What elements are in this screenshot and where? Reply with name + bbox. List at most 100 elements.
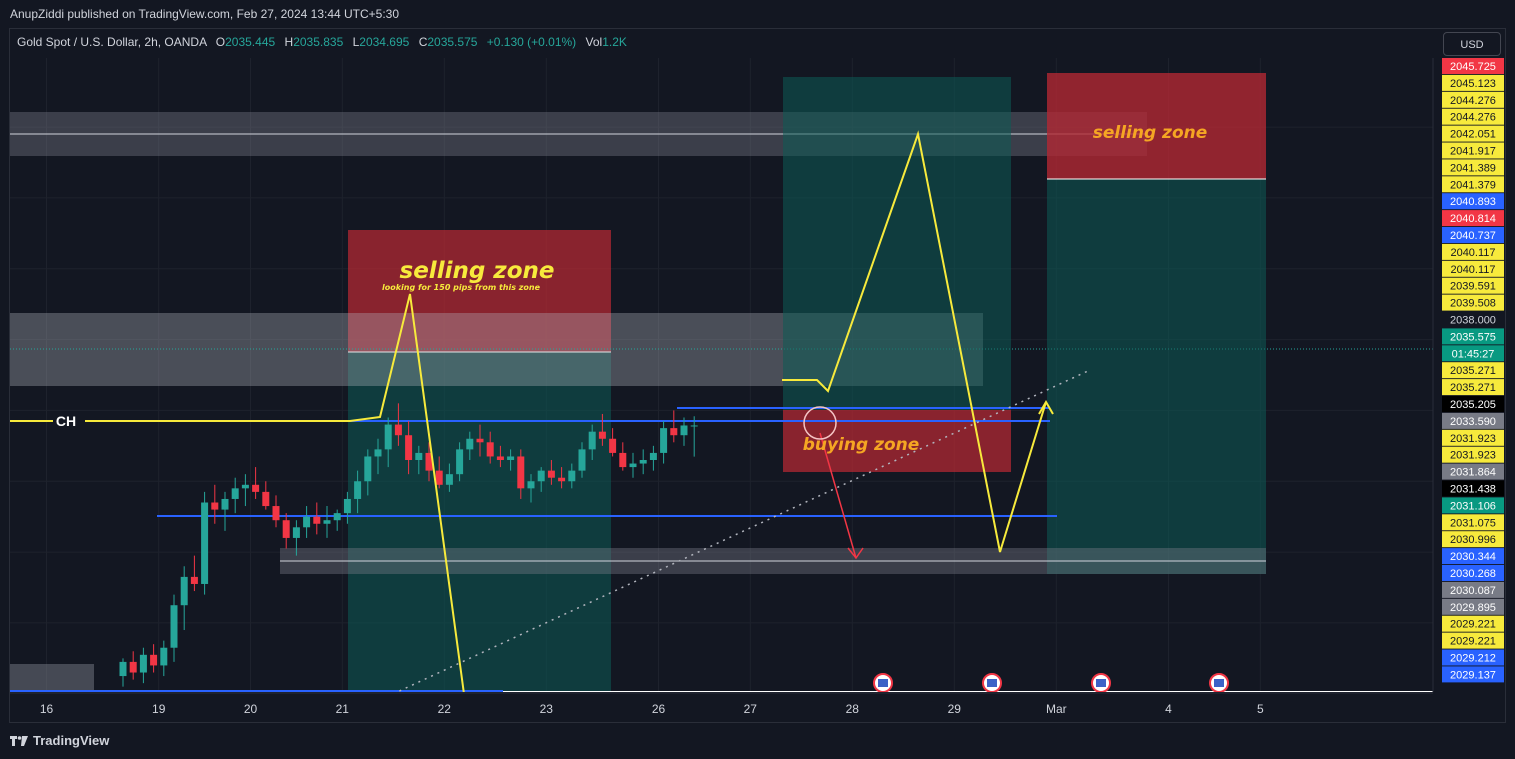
- price-label: 2031.075: [1450, 517, 1496, 529]
- price-label-bg: [1442, 260, 1504, 277]
- price-label-bg: [1442, 463, 1504, 480]
- candle-body: [466, 438, 474, 450]
- candle-body: [180, 576, 188, 606]
- published-info: AnupZiddi published on TradingView.com, …: [10, 7, 400, 21]
- price-label: 2035.271: [1450, 365, 1496, 377]
- symbol-title: Gold Spot / U.S. Dollar, 2h, OANDA: [17, 35, 207, 49]
- price-label: 2031.864: [1450, 467, 1496, 479]
- price-label: 2031.438: [1450, 484, 1496, 496]
- chart-frame: [9, 28, 1506, 723]
- price-label-bg: [1442, 615, 1504, 632]
- price-label-bg: [1442, 142, 1504, 159]
- long-position-target: [783, 77, 1011, 410]
- x-tick-label: 23: [540, 702, 554, 716]
- volume-value: 1.2K: [602, 35, 627, 49]
- selling-zone-1: [348, 230, 611, 352]
- price-label-bg: [1442, 632, 1504, 649]
- price-label: 2031.923: [1450, 450, 1496, 462]
- selling-zone-note: looking for 150 pips from this zone: [382, 283, 541, 292]
- price-label: 2038.000: [1450, 315, 1496, 327]
- price-label: 2039.508: [1450, 298, 1496, 310]
- x-tick-label: 29: [948, 702, 962, 716]
- price-label-bg: [1442, 514, 1504, 531]
- flag-stripe: [1214, 679, 1224, 687]
- candle-body: [537, 470, 545, 482]
- price-label: 2040.117: [1450, 264, 1495, 276]
- candle-body: [680, 425, 688, 436]
- currency-button[interactable]: USD: [1443, 32, 1501, 56]
- projection-path-2: [782, 130, 1047, 553]
- highlight-circle: [803, 406, 837, 440]
- candle-body: [129, 661, 137, 673]
- x-tick-label: 26: [652, 702, 666, 716]
- selling-zone-2: [1047, 73, 1266, 179]
- price-label-bg: [1442, 412, 1504, 429]
- price-label: 2041.389: [1450, 162, 1496, 174]
- price-label-bg: [1442, 108, 1504, 125]
- price-label-bg: [1442, 243, 1504, 260]
- price-label: 01:45:27: [1452, 348, 1495, 360]
- price-label-bg: [1442, 396, 1504, 412]
- candle-body: [262, 491, 270, 507]
- x-axis-bg: [10, 692, 1505, 722]
- price-label-bg: [1442, 159, 1504, 176]
- selling-zone-label-1: selling zone: [400, 258, 555, 284]
- price-chart[interactable]: selling zone looking for 150 pips from t…: [10, 58, 1505, 722]
- candle-body: [374, 449, 382, 457]
- x-tick-label: 21: [336, 702, 350, 716]
- price-label: 2045.725: [1450, 61, 1496, 73]
- candle-body: [558, 477, 566, 482]
- price-label-bg: [1442, 429, 1504, 446]
- x-tick-label: Mar: [1046, 702, 1067, 716]
- buying-zone-label: buying zone: [803, 435, 920, 455]
- price-label-bg: [1442, 598, 1504, 615]
- candle-body: [252, 484, 260, 492]
- price-label: 2029.221: [1450, 636, 1496, 648]
- x-tick-label: 20: [244, 702, 258, 716]
- price-label: 2041.379: [1450, 179, 1496, 191]
- candle-body: [578, 449, 586, 471]
- down-arrow: [819, 432, 857, 559]
- candle-body: [507, 456, 515, 461]
- price-label-bg: [1442, 91, 1504, 108]
- candle-body: [425, 452, 433, 471]
- candle-body: [670, 428, 678, 436]
- candle-body: [639, 460, 647, 464]
- candle-body: [598, 431, 606, 439]
- selling-zone-2-target: [1047, 179, 1266, 574]
- candle-body: [150, 654, 158, 666]
- top-bar: AnupZiddi published on TradingView.com, …: [0, 0, 1515, 28]
- price-label: 2030.344: [1450, 551, 1496, 563]
- candle-body: [547, 470, 555, 478]
- candle-body: [527, 481, 535, 489]
- candle-body: [303, 516, 311, 528]
- arrow-head-up: [1038, 400, 1054, 415]
- candle-body: [435, 470, 443, 485]
- footer-brand: TradingView: [10, 733, 109, 748]
- low-band: [10, 664, 94, 694]
- price-label-bg: [1442, 210, 1504, 227]
- candle-body: [119, 661, 127, 677]
- candle-body: [231, 488, 239, 499]
- price-label: 2035.575: [1450, 331, 1496, 343]
- price-label-bg: [1442, 581, 1504, 598]
- price-label: 2031.923: [1450, 433, 1496, 445]
- price-label-bg: [1442, 379, 1504, 396]
- x-axis: 16 19 20 21 22 23 26 27 28 29 Mar 4 5: [10, 692, 1505, 722]
- price-label-bg: [1442, 362, 1504, 379]
- candle-body: [384, 424, 392, 450]
- ch-label: CH: [56, 413, 76, 429]
- price-label-bg: [1442, 480, 1504, 497]
- high-label: H: [284, 35, 294, 49]
- candle-body: [609, 438, 617, 453]
- down-arrow-head: [847, 547, 864, 560]
- zones: [10, 73, 1440, 694]
- price-label: 2045.123: [1450, 78, 1496, 90]
- x-tick-label: 5: [1257, 702, 1264, 716]
- candle-body: [415, 452, 423, 461]
- candles: [119, 403, 698, 687]
- low-value: 2034.695: [359, 35, 410, 49]
- x-tick-label: 4: [1165, 702, 1172, 716]
- symbol-legend[interactable]: Gold Spot / U.S. Dollar, 2h, OANDA O2035…: [17, 35, 627, 49]
- price-label: 2035.271: [1450, 382, 1496, 394]
